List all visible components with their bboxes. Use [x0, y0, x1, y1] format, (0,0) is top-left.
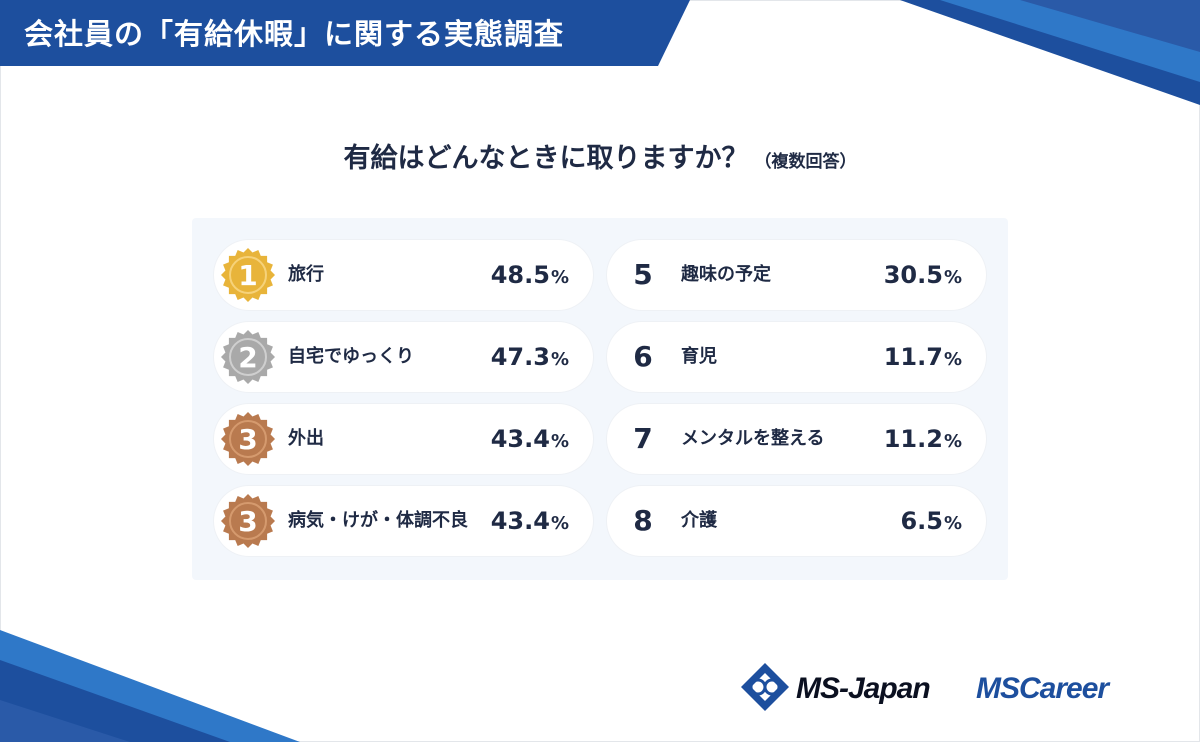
rank-number: 3	[238, 505, 257, 538]
item-label: 外出	[288, 428, 324, 449]
item-label: 旅行	[288, 264, 324, 285]
value-unit: %	[943, 513, 962, 534]
ranking-item: 6 育児 11.7%	[607, 322, 986, 392]
value-unit: %	[550, 267, 569, 288]
silver-medal-icon: 2	[221, 330, 275, 384]
rank-number: 5	[633, 258, 653, 291]
value-number: 43.4	[490, 425, 550, 453]
ms-japan-logo-text: MS-Japan	[796, 672, 931, 705]
item-value: 30.5%	[884, 240, 962, 310]
survey-question: 有給はどんなときに取りますか？ （複数回答）	[0, 136, 1200, 175]
value-unit: %	[943, 431, 962, 452]
question-main: 有給はどんなときに取りますか？	[343, 143, 749, 174]
value-unit: %	[550, 431, 569, 452]
ranking-item: 8 介護 6.5%	[607, 486, 986, 556]
value-number: 11.2	[883, 425, 943, 453]
bronze-medal-icon: 3	[221, 494, 275, 548]
item-value: 43.4%	[491, 404, 569, 474]
item-value: 43.4%	[491, 486, 569, 556]
value-unit: %	[550, 513, 569, 534]
rank-number: 2	[238, 341, 257, 374]
item-value: 47.3%	[491, 322, 569, 392]
item-value: 11.2%	[884, 404, 962, 474]
item-label: 育児	[681, 346, 717, 367]
item-label: 病気・けが・体調不良	[288, 510, 468, 531]
value-unit: %	[943, 267, 962, 288]
header-ribbon	[0, 0, 690, 66]
rank-number: 1	[238, 259, 257, 292]
rank-number: 8	[633, 504, 653, 537]
item-label: 趣味の予定	[681, 264, 771, 285]
value-number: 43.4	[490, 507, 550, 535]
value-unit: %	[550, 349, 569, 370]
ranking-item: 1 旅行 48.5%	[214, 240, 593, 310]
item-label: 自宅でゆっくり	[288, 346, 414, 367]
ms-career-logo-text: MSCareer	[976, 672, 1109, 705]
rank-number: 6	[633, 340, 653, 373]
rank-number: 3	[238, 423, 257, 456]
value-number: 48.5	[490, 261, 550, 289]
item-label: メンタルを整える	[681, 428, 825, 449]
value-number: 30.5	[883, 261, 943, 289]
item-label: 介護	[681, 510, 717, 531]
value-number: 11.7	[883, 343, 943, 371]
ranking-item: 3 病気・けが・体調不良 43.4%	[214, 486, 593, 556]
bronze-medal-icon: 3	[221, 412, 275, 466]
question-sub: （複数回答）	[754, 152, 857, 172]
rank-number: 7	[633, 422, 653, 455]
gold-medal-icon: 1	[221, 248, 275, 302]
item-value: 48.5%	[491, 240, 569, 310]
ranking-item: 3 外出 43.4%	[214, 404, 593, 474]
ranking-item: 7 メンタルを整える 11.2%	[607, 404, 986, 474]
bottom-left-decoration	[0, 630, 300, 742]
top-right-decoration	[900, 0, 1200, 105]
ranking-item: 2 自宅でゆっくり 47.3%	[214, 322, 593, 392]
item-value: 6.5%	[900, 486, 962, 556]
item-value: 11.7%	[884, 322, 962, 392]
ranking-item: 5 趣味の予定 30.5%	[607, 240, 986, 310]
header-title: 会社員の「有給休暇」に関する実態調査	[24, 17, 565, 51]
value-unit: %	[943, 349, 962, 370]
value-number: 47.3	[490, 343, 550, 371]
ms-japan-logo-icon	[741, 663, 789, 711]
value-number: 6.5	[900, 507, 943, 535]
